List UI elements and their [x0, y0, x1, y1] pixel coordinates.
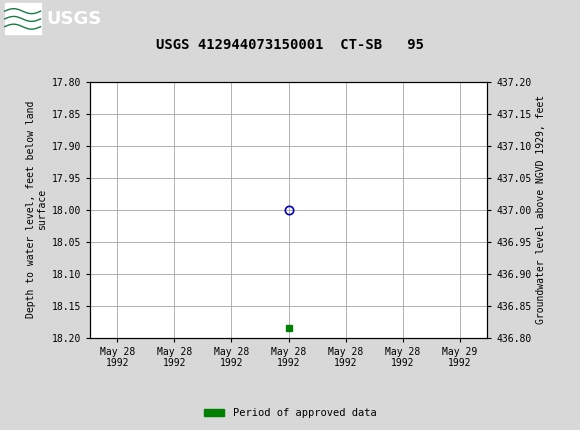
Text: USGS: USGS — [46, 10, 102, 28]
Legend: Period of approved data: Period of approved data — [200, 404, 380, 423]
Text: USGS 412944073150001  CT-SB   95: USGS 412944073150001 CT-SB 95 — [156, 38, 424, 52]
Bar — [5, 3, 41, 34]
Y-axis label: Groundwater level above NGVD 1929, feet: Groundwater level above NGVD 1929, feet — [536, 95, 546, 324]
Y-axis label: Depth to water level, feet below land
surface: Depth to water level, feet below land su… — [26, 101, 48, 318]
